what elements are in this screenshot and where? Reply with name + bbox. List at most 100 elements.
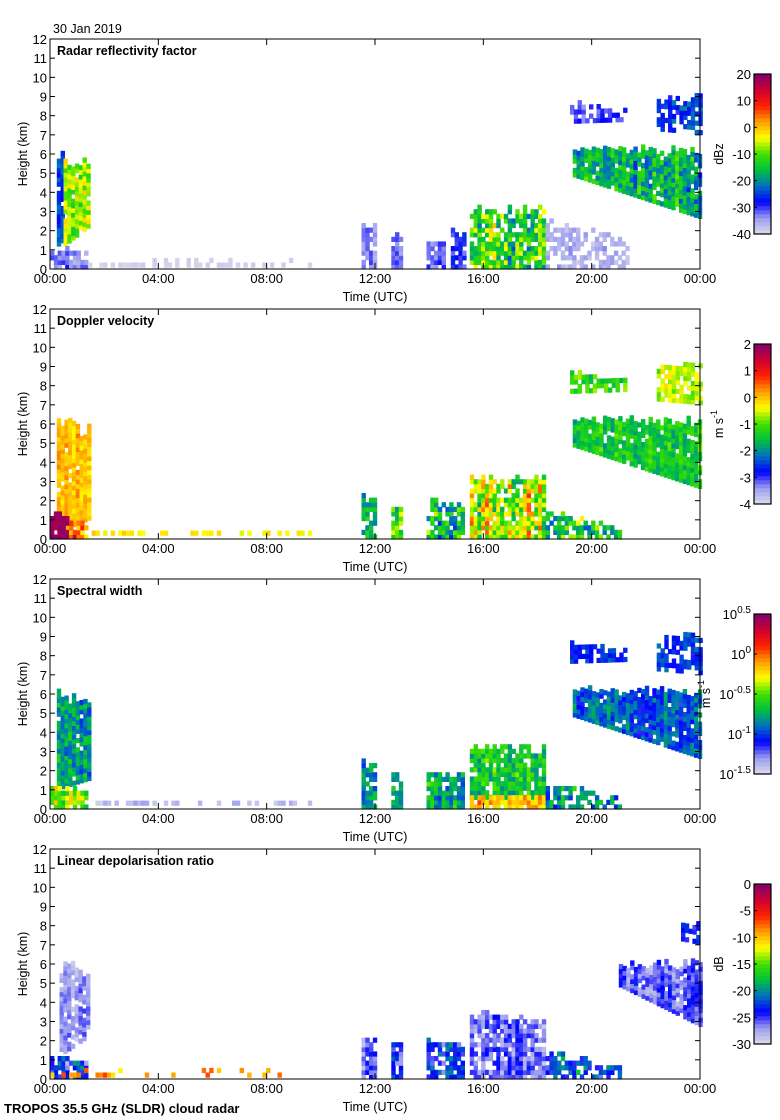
echo-cell (500, 1060, 505, 1066)
echo-cell (644, 424, 650, 431)
echo-cell (75, 715, 81, 721)
echo-cell (453, 781, 458, 787)
echo-cell (560, 236, 566, 242)
y-tick-label: 8 (40, 919, 47, 934)
echo-cell (434, 795, 439, 801)
echo-cell (659, 466, 665, 472)
echo-cell (445, 1051, 450, 1057)
echo-cell (63, 204, 68, 210)
echo-cell (365, 236, 370, 242)
echo-cell (398, 246, 404, 252)
echo-cell (598, 1069, 604, 1075)
echo-cell (82, 185, 87, 191)
echo-cell (511, 795, 516, 801)
echo-cell (606, 165, 612, 171)
echo-cell (95, 530, 100, 536)
echo-cell (607, 378, 613, 384)
echo-cell (557, 1065, 562, 1071)
echo-cell (675, 746, 680, 752)
echo-cell (660, 966, 665, 972)
echo-cell (570, 374, 575, 381)
echo-cell (644, 154, 650, 161)
echo-cell (519, 259, 524, 265)
echo-cell (496, 497, 501, 503)
echo-cell (667, 460, 672, 466)
colorbar-step (754, 134, 771, 139)
echo-cell (481, 516, 486, 522)
echo-cell (622, 421, 627, 428)
echo-cell (686, 438, 691, 444)
echo-cell (515, 767, 520, 773)
x-tick-label: 16:00 (467, 811, 500, 826)
y-tick-label: 3 (40, 1015, 47, 1030)
echo-cell (515, 1074, 520, 1080)
y-axis-label: Height (km) (16, 932, 30, 997)
echo-cell (437, 781, 443, 787)
colorbar-step (754, 924, 771, 929)
colorbar-tick-text: 0 (744, 390, 751, 405)
echo-cell (678, 198, 684, 204)
echo-cell (576, 169, 581, 175)
echo-cell (398, 786, 404, 792)
echo-cell (587, 250, 592, 256)
echo-cell (87, 446, 92, 452)
echo-cell (530, 520, 535, 526)
echo-cell (606, 714, 612, 720)
echo-cell (668, 99, 673, 105)
echo-cell (656, 103, 662, 109)
echo-cell (511, 1023, 516, 1029)
echo-cell (67, 991, 72, 997)
echo-cell (507, 799, 513, 805)
colorbar-step (754, 996, 771, 1001)
echo-cell (441, 525, 446, 531)
echo-cell (500, 785, 505, 791)
echo-cell (59, 1046, 64, 1052)
echo-cell (530, 1028, 535, 1034)
echo-cell (83, 471, 88, 477)
echo-cell (361, 804, 366, 810)
echo-cell (60, 504, 65, 510)
echo-cell (686, 447, 691, 454)
colorbar-step (754, 908, 771, 913)
echo-cell (445, 1065, 450, 1071)
echo-cell (369, 795, 374, 801)
echo-cell (78, 997, 83, 1003)
echo-cell (79, 472, 84, 479)
colorbar-unit-text: m s (699, 688, 713, 708)
echo-cell (492, 1037, 497, 1043)
echo-cell (698, 998, 703, 1004)
echo-cell (300, 530, 305, 536)
echo-cell (372, 227, 378, 233)
colorbar-step (754, 122, 771, 127)
echo-cell (538, 506, 543, 512)
echo-cell (690, 742, 695, 748)
echo-cell (675, 365, 680, 372)
echo-cell (496, 502, 501, 508)
echo-cell (361, 1056, 366, 1062)
echo-cell (74, 232, 80, 238)
echo-cell (473, 525, 478, 531)
echo-cell (663, 417, 669, 423)
echo-cell (53, 259, 59, 265)
echo-cell (600, 378, 605, 384)
echo-cell (71, 734, 77, 740)
echo-cell (541, 520, 547, 526)
echo-cell (365, 511, 370, 517)
echo-cell (690, 962, 696, 969)
echo-cell (60, 183, 65, 189)
echo-cell (426, 795, 431, 801)
echo-cell (63, 961, 68, 967)
echo-cell (629, 159, 634, 165)
echo-cell (576, 164, 581, 170)
echo-cell (500, 250, 505, 256)
echo-cell (621, 250, 626, 256)
echo-cell (633, 980, 639, 986)
echo-cell (511, 762, 516, 768)
echo-cell (456, 1046, 462, 1052)
colorbar-step (754, 194, 771, 199)
echo-cell (83, 480, 88, 486)
echo-cell (71, 420, 77, 427)
echo-cell (469, 1060, 475, 1066)
echo-cell (75, 474, 81, 480)
echo-cell (205, 262, 210, 268)
